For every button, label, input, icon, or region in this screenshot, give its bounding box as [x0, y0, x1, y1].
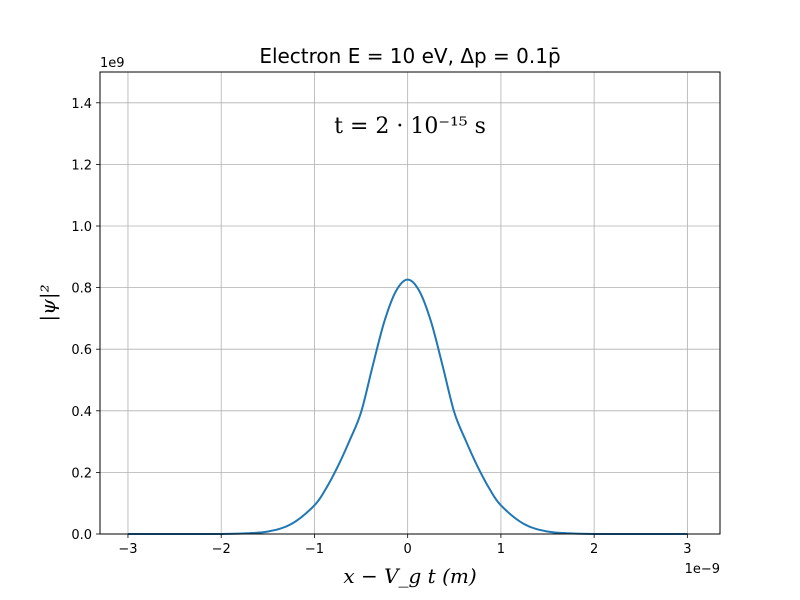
x-tick-label: −2 [212, 542, 231, 557]
plot-frame [99, 71, 721, 535]
x-tick-label: 1 [497, 542, 505, 557]
x-tick-label: 2 [590, 542, 598, 557]
y-tick-label: 0.0 [71, 528, 92, 543]
y-offset-label: 1e9 [100, 56, 125, 71]
y-tick-label: 1.2 [71, 158, 92, 173]
y-tick-label: 0.4 [71, 405, 92, 420]
x-offset-label: 1e−9 [685, 562, 720, 577]
y-tick-label: 1.4 [71, 97, 92, 112]
y-tick-label: 0.2 [71, 466, 92, 481]
x-tick-label: 0 [404, 542, 412, 557]
series-layer [127, 278, 688, 536]
y-tick-label: 0.8 [71, 282, 92, 297]
y-tick-label: 0.6 [71, 343, 92, 358]
time-annotation: t = 2 · 10⁻¹⁵ s [334, 114, 486, 139]
y-axis-ticks: 0.0 0.2 0.4 0.6 0.8 1.0 1.2 1.4 [71, 97, 100, 543]
x-tick-label: −1 [305, 542, 324, 557]
chart-title: Electron E = 10 eV, Δp = 0.1p̄ [259, 44, 560, 68]
series-line-0 [127, 278, 688, 536]
x-axis-label: x − V_g t (m) [343, 564, 476, 588]
grid-lines [100, 72, 720, 535]
x-axis-ticks: −3 −2 −1 0 1 2 3 [118, 534, 692, 557]
y-tick-label: 1.0 [71, 220, 92, 235]
x-tick-label: −3 [118, 542, 137, 557]
y-axis-label: |ψ|² [36, 284, 61, 321]
x-tick-label: 3 [683, 542, 691, 557]
